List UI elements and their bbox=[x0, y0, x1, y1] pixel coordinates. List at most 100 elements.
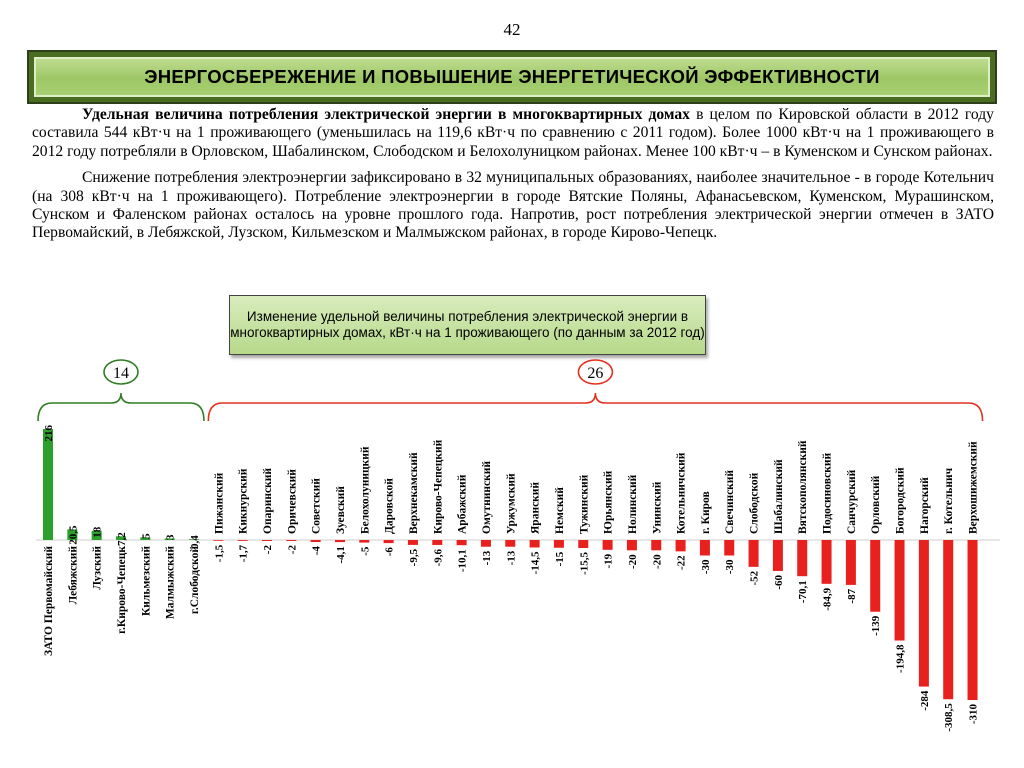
paragraph-2: Снижение потребления электроэнергии зафи… bbox=[32, 169, 994, 242]
category-label-22: Тужинский bbox=[578, 474, 590, 534]
paragraph-1-bold: Удельная величина потребления электричес… bbox=[82, 106, 690, 123]
title-banner: ЭНЕРГОСБЕРЕЖЕНИЕ И ПОВЫШЕНИЕ ЭНЕРГЕТИЧЕС… bbox=[27, 50, 997, 104]
bar-31 bbox=[797, 540, 808, 577]
bar-12 bbox=[334, 540, 345, 543]
bar-3 bbox=[115, 536, 126, 540]
bar-27 bbox=[699, 540, 710, 556]
group-negative-bracket bbox=[207, 392, 984, 422]
bar-32 bbox=[821, 540, 832, 584]
body-text: Удельная величина потребления электричес… bbox=[32, 106, 994, 251]
category-label-6: г.Слободской bbox=[189, 546, 201, 614]
category-label-3: г.Кирово-Чепецк bbox=[116, 546, 128, 634]
category-label-32: Подосиновский bbox=[822, 453, 834, 534]
value-label-9: -2 bbox=[262, 545, 274, 555]
category-label-17: Арбажский bbox=[457, 474, 469, 534]
bar-20 bbox=[529, 540, 540, 548]
category-label-27: г. Киров bbox=[700, 491, 712, 534]
bar-14 bbox=[383, 540, 394, 544]
group-positive-bracket bbox=[37, 392, 205, 422]
category-label-2: Лузский bbox=[92, 546, 104, 590]
value-label-15: -9,5 bbox=[408, 548, 420, 566]
bar-26 bbox=[675, 540, 686, 552]
value-label-37: -308,5 bbox=[943, 703, 955, 732]
category-label-21: Немский bbox=[554, 487, 566, 534]
group-positive-count-label: 14 bbox=[113, 365, 129, 382]
bar-22 bbox=[578, 540, 589, 548]
category-label-30: Шабалинский bbox=[773, 459, 785, 534]
bar-18 bbox=[480, 540, 491, 547]
bar-16 bbox=[432, 540, 443, 545]
category-label-31: Вятскополянский bbox=[797, 440, 809, 534]
category-label-34: Орловский bbox=[870, 475, 882, 534]
value-label-26: -22 bbox=[676, 555, 688, 570]
category-label-15: Верхнекамский bbox=[408, 452, 420, 534]
bar-15 bbox=[407, 540, 418, 545]
category-label-36: Нагорский bbox=[919, 477, 931, 534]
value-label-30: -60 bbox=[773, 574, 785, 589]
value-label-34: -139 bbox=[870, 615, 882, 636]
bar-17 bbox=[456, 540, 467, 546]
value-label-7: -1,5 bbox=[213, 544, 225, 562]
category-label-1: Лебяжский bbox=[67, 546, 79, 605]
value-label-10: -2 bbox=[286, 545, 298, 555]
bar-10 bbox=[286, 540, 297, 542]
category-label-0: ЗАТО Первомайский bbox=[43, 546, 55, 656]
value-label-2: 18 bbox=[92, 526, 104, 538]
value-label-38: -310 bbox=[968, 704, 980, 725]
bar-19 bbox=[505, 540, 516, 547]
category-label-18: Омутнинский bbox=[481, 461, 493, 534]
value-label-17: -10,1 bbox=[457, 549, 469, 572]
category-label-5: Малмыжский bbox=[165, 546, 177, 619]
page-number: 42 bbox=[503, 20, 521, 39]
bar-2 bbox=[91, 530, 102, 540]
banner-title: ЭНЕРГОСБЕРЕЖЕНИЕ И ПОВЫШЕНИЕ ЭНЕРГЕТИЧЕС… bbox=[144, 66, 880, 87]
value-label-8: -1,7 bbox=[238, 544, 250, 562]
bar-7 bbox=[213, 540, 224, 541]
value-label-20: -14,5 bbox=[530, 551, 542, 574]
value-label-25: -20 bbox=[651, 554, 663, 569]
value-label-6: 0,4 bbox=[189, 535, 201, 549]
bar-36 bbox=[918, 540, 929, 687]
category-label-13: Белохолуницкий bbox=[359, 446, 371, 534]
value-label-29: -52 bbox=[749, 570, 761, 585]
value-label-0: 216 bbox=[43, 425, 55, 442]
value-label-14: -6 bbox=[384, 547, 396, 557]
bar-9 bbox=[261, 540, 272, 542]
bar-25 bbox=[651, 540, 662, 551]
bar-38 bbox=[967, 540, 978, 700]
bar-35 bbox=[894, 540, 905, 641]
category-label-28: Свечинский bbox=[724, 470, 736, 534]
category-label-9: Опаринский bbox=[262, 468, 274, 534]
category-label-11: Советский bbox=[311, 478, 323, 534]
bar-5 bbox=[164, 538, 175, 540]
bar-37 bbox=[943, 540, 954, 700]
category-label-19: Уржумский bbox=[505, 473, 517, 534]
value-label-31: -70,1 bbox=[797, 580, 809, 603]
bar-1 bbox=[67, 529, 78, 540]
bar-4 bbox=[140, 537, 151, 540]
value-label-12: -4,1 bbox=[335, 546, 347, 563]
value-label-11: -4 bbox=[311, 546, 323, 556]
value-label-5: 3 bbox=[165, 534, 177, 540]
bar-8 bbox=[237, 540, 248, 541]
value-label-3: 7,2 bbox=[116, 532, 128, 546]
bar-23 bbox=[602, 540, 613, 550]
value-label-27: -30 bbox=[700, 559, 712, 574]
value-label-32: -84,9 bbox=[822, 587, 834, 610]
category-label-16: Кирово-Чепецкий bbox=[432, 439, 444, 534]
bar-33 bbox=[845, 540, 856, 585]
category-label-14: Даровской bbox=[384, 478, 396, 534]
value-label-13: -5 bbox=[359, 546, 371, 556]
bar-21 bbox=[553, 540, 564, 548]
category-label-7: Пижанский bbox=[213, 472, 225, 534]
category-label-25: Унинский bbox=[651, 481, 663, 534]
category-label-33: Санчурский bbox=[846, 469, 858, 534]
value-label-35: -194,8 bbox=[895, 644, 907, 673]
chart-caption: Изменение удельной величины потребления … bbox=[229, 295, 706, 355]
group-negative-badge bbox=[577, 359, 614, 385]
category-label-4: Кильмезский bbox=[140, 546, 152, 616]
category-label-10: Оричевский bbox=[286, 469, 298, 534]
group-positive-badge bbox=[103, 359, 139, 385]
value-label-18: -13 bbox=[481, 550, 493, 565]
